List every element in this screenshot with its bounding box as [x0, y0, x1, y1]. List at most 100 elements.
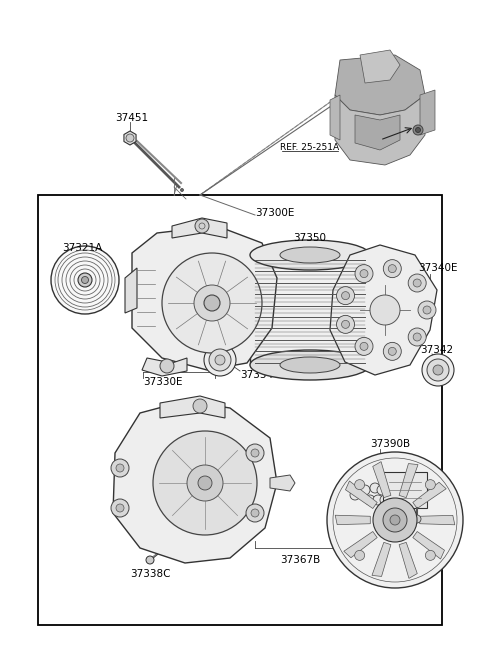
Circle shape — [195, 219, 209, 233]
Circle shape — [116, 464, 124, 472]
Text: REF. 25-251A: REF. 25-251A — [280, 142, 339, 152]
Circle shape — [82, 276, 88, 283]
Circle shape — [408, 328, 426, 346]
Circle shape — [246, 504, 264, 522]
Circle shape — [153, 431, 257, 535]
Circle shape — [433, 365, 443, 375]
Text: 37367B: 37367B — [280, 555, 320, 565]
Circle shape — [146, 556, 154, 564]
Circle shape — [384, 260, 401, 277]
Circle shape — [370, 295, 400, 325]
Circle shape — [111, 459, 129, 477]
Text: 37321A: 37321A — [62, 243, 102, 253]
Circle shape — [388, 348, 396, 356]
Circle shape — [418, 301, 436, 319]
Text: 37390B: 37390B — [370, 439, 410, 449]
Polygon shape — [373, 462, 391, 498]
Polygon shape — [330, 95, 340, 140]
Polygon shape — [413, 531, 444, 559]
Polygon shape — [132, 226, 277, 370]
Circle shape — [187, 465, 223, 501]
Circle shape — [355, 480, 365, 489]
Circle shape — [350, 490, 360, 500]
Circle shape — [215, 355, 225, 365]
Circle shape — [413, 515, 421, 523]
Text: 37334: 37334 — [240, 370, 273, 380]
Text: 37350: 37350 — [293, 233, 326, 243]
Circle shape — [423, 306, 431, 314]
Polygon shape — [360, 50, 400, 83]
Circle shape — [160, 359, 174, 373]
Text: 37342: 37342 — [420, 345, 453, 355]
Circle shape — [370, 483, 380, 493]
Circle shape — [51, 246, 119, 314]
Text: 37338C: 37338C — [130, 569, 170, 579]
Circle shape — [246, 444, 264, 462]
Polygon shape — [142, 358, 187, 376]
Text: 37370B: 37370B — [385, 462, 425, 472]
Circle shape — [342, 320, 349, 329]
Circle shape — [193, 399, 207, 413]
Text: 37300E: 37300E — [255, 208, 294, 218]
Circle shape — [198, 476, 212, 490]
Bar — [383, 472, 427, 508]
Circle shape — [377, 485, 387, 495]
Circle shape — [162, 253, 262, 353]
Polygon shape — [372, 543, 391, 577]
Text: 37330E: 37330E — [143, 377, 182, 387]
Polygon shape — [399, 543, 417, 579]
Polygon shape — [420, 516, 455, 525]
Polygon shape — [335, 95, 425, 165]
Polygon shape — [413, 482, 446, 508]
Circle shape — [355, 550, 365, 560]
Ellipse shape — [280, 357, 340, 373]
Circle shape — [126, 134, 134, 142]
Circle shape — [425, 480, 435, 489]
Circle shape — [360, 270, 368, 277]
Circle shape — [209, 349, 231, 371]
Circle shape — [194, 285, 230, 321]
Polygon shape — [125, 268, 137, 313]
Polygon shape — [335, 55, 425, 115]
Polygon shape — [335, 515, 370, 525]
Ellipse shape — [250, 350, 370, 380]
Polygon shape — [344, 531, 377, 558]
Circle shape — [385, 483, 395, 493]
Circle shape — [413, 125, 423, 135]
Circle shape — [427, 359, 449, 381]
Circle shape — [413, 279, 421, 287]
Circle shape — [336, 316, 355, 333]
Circle shape — [401, 515, 409, 523]
Circle shape — [342, 292, 349, 300]
Text: 37340E: 37340E — [418, 263, 457, 273]
Polygon shape — [124, 131, 136, 145]
Circle shape — [408, 274, 426, 292]
Circle shape — [251, 509, 259, 517]
Circle shape — [355, 337, 373, 356]
Circle shape — [78, 273, 92, 287]
Circle shape — [380, 495, 390, 505]
Polygon shape — [420, 90, 435, 135]
Circle shape — [383, 508, 407, 532]
Circle shape — [204, 295, 220, 311]
Polygon shape — [330, 245, 437, 375]
Polygon shape — [160, 396, 225, 418]
Circle shape — [384, 342, 401, 360]
Circle shape — [251, 449, 259, 457]
Polygon shape — [346, 481, 377, 508]
Circle shape — [365, 495, 375, 505]
Bar — [250, 255, 370, 365]
Circle shape — [373, 498, 417, 542]
Circle shape — [416, 127, 420, 133]
Circle shape — [388, 264, 396, 273]
Circle shape — [389, 515, 397, 523]
Circle shape — [327, 452, 463, 588]
Circle shape — [111, 499, 129, 517]
Bar — [38, 195, 442, 625]
Polygon shape — [355, 115, 400, 150]
Circle shape — [180, 188, 183, 192]
Circle shape — [355, 264, 373, 283]
Ellipse shape — [280, 247, 340, 263]
Circle shape — [204, 344, 236, 376]
Text: 37451: 37451 — [115, 113, 148, 123]
